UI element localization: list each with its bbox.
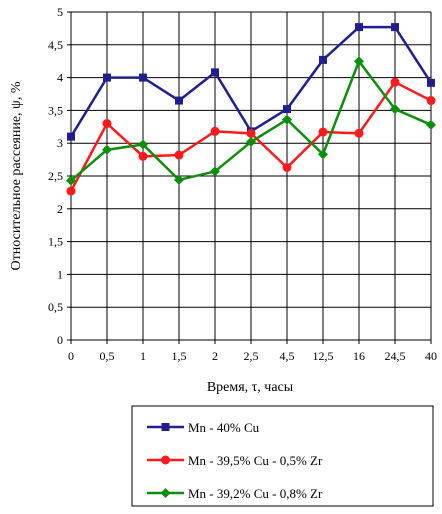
x-tick-label: 40 xyxy=(425,349,437,363)
data-point xyxy=(174,150,184,160)
y-tick-label: 4 xyxy=(57,71,63,85)
data-point xyxy=(102,144,112,155)
y-tick-label: 5 xyxy=(57,5,63,19)
data-point xyxy=(174,174,184,185)
x-axis-title: Время, τ, часы xyxy=(207,380,294,395)
series-lines xyxy=(66,23,436,196)
data-point xyxy=(318,149,328,160)
data-point xyxy=(318,127,328,137)
legend-item-2: Mn - 39,2% Cu - 0,8% Zr xyxy=(147,486,323,501)
x-tick-label: 1 xyxy=(140,349,146,363)
x-tick-label: 12,5 xyxy=(313,349,334,363)
y-tick-labels: 0 0,5 1 1,5 2 2,5 3 3,5 4 4,5 5 xyxy=(48,5,63,347)
series-2 xyxy=(66,56,436,186)
data-point xyxy=(390,104,400,115)
data-point xyxy=(210,126,220,136)
data-point xyxy=(67,132,75,141)
data-point xyxy=(390,77,400,87)
data-point xyxy=(427,78,435,87)
x-tick-label: 24,5 xyxy=(385,349,406,363)
y-tick-label: 1 xyxy=(57,267,63,281)
data-point xyxy=(211,68,219,77)
y-axis-title: Относительное рассеяние, ψ, % xyxy=(9,81,24,270)
data-point xyxy=(210,166,220,177)
data-point xyxy=(426,119,436,130)
y-tick-label: 3 xyxy=(57,136,63,150)
legend-item-0: Mn - 40% Cu xyxy=(147,420,260,435)
data-point xyxy=(138,151,148,161)
data-point xyxy=(66,175,76,186)
y-tick-label: 3,5 xyxy=(48,103,63,117)
data-point xyxy=(139,73,147,82)
data-point xyxy=(319,55,327,64)
y-tick-label: 0,5 xyxy=(48,300,63,314)
legend: Mn - 40% Cu Mn - 39,5% Cu - 0,5% Zr Mn - 3… xyxy=(131,405,434,507)
data-point xyxy=(282,162,292,172)
x-tick-label: 2 xyxy=(212,349,218,363)
data-point xyxy=(102,119,112,129)
data-point xyxy=(354,56,364,67)
data-point xyxy=(103,73,111,82)
legend-item-1: Mn - 39,5% Cu - 0,5% Zr xyxy=(147,453,323,468)
data-point xyxy=(354,128,364,138)
data-point xyxy=(426,96,436,106)
legend-label-0: Mn - 40% Cu xyxy=(188,420,260,435)
data-point xyxy=(355,23,363,32)
data-point xyxy=(246,136,256,147)
data-point xyxy=(66,186,76,196)
data-point xyxy=(282,114,292,125)
legend-label-1: Mn - 39,5% Cu - 0,5% Zr xyxy=(188,453,323,468)
y-tick-label: 4,5 xyxy=(48,38,63,52)
data-point xyxy=(175,96,183,105)
legend-marker-1 xyxy=(161,455,170,465)
y-tick-label: 0 xyxy=(57,333,63,347)
grid xyxy=(70,11,432,341)
data-point xyxy=(138,139,148,150)
x-tick-labels: 0 0,5 1 1,5 2 2,5 4,5 12,5 16 24,5 40 xyxy=(68,349,437,363)
x-tick-label: 16 xyxy=(353,349,365,363)
data-point xyxy=(283,105,291,114)
legend-label-2: Mn - 39,2% Cu - 0,8% Zr xyxy=(188,486,323,501)
legend-box xyxy=(131,405,434,507)
x-tick-label: 1,5 xyxy=(172,349,187,363)
y-tick-label: 2 xyxy=(57,202,63,216)
x-tick-label: 0 xyxy=(68,349,74,363)
x-tick-label: 0,5 xyxy=(100,349,115,363)
data-point xyxy=(246,128,256,138)
data-point xyxy=(391,23,399,32)
legend-marker-0 xyxy=(161,423,170,431)
axes xyxy=(67,11,432,344)
legend-marker-2 xyxy=(160,488,171,498)
y-tick-label: 1,5 xyxy=(48,235,63,249)
x-tick-label: 4,5 xyxy=(280,349,295,363)
y-tick-label: 2,5 xyxy=(48,169,63,183)
x-tick-label: 2,5 xyxy=(244,349,259,363)
